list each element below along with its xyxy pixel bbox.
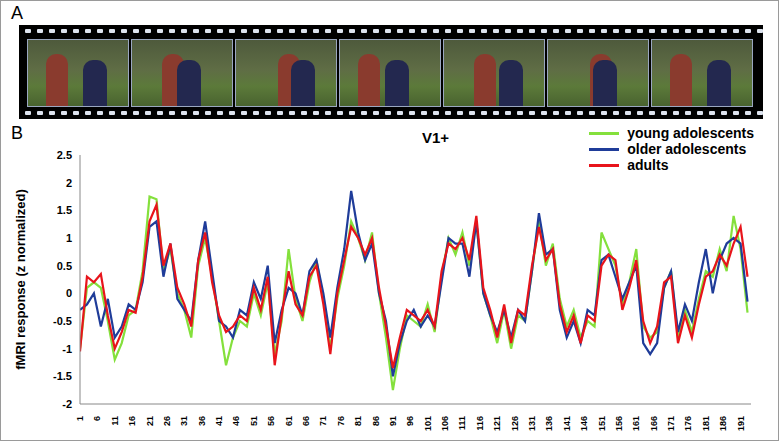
- svg-text:31: 31: [179, 416, 189, 426]
- svg-text:46: 46: [231, 416, 241, 426]
- svg-text:151: 151: [597, 416, 607, 431]
- svg-text:0.5: 0.5: [57, 260, 72, 272]
- svg-text:76: 76: [336, 416, 346, 426]
- svg-text:106: 106: [440, 416, 450, 431]
- svg-text:1.5: 1.5: [57, 204, 72, 216]
- svg-text:0: 0: [66, 287, 72, 299]
- svg-text:51: 51: [249, 416, 259, 426]
- svg-text:66: 66: [301, 416, 311, 426]
- svg-text:161: 161: [631, 416, 641, 431]
- svg-text:-1.5: -1.5: [53, 370, 72, 382]
- svg-text:91: 91: [388, 416, 398, 426]
- html-text:adults: adults: [627, 157, 669, 173]
- svg-text:36: 36: [197, 416, 207, 426]
- svg-text:2.5: 2.5: [57, 149, 72, 161]
- svg-text:111: 111: [457, 416, 467, 430]
- svg-text:16: 16: [127, 416, 137, 426]
- svg-text:141: 141: [562, 416, 572, 431]
- svg-text:-2: -2: [62, 398, 72, 410]
- html-text:young adolescents: young adolescents: [627, 125, 754, 141]
- svg-text:136: 136: [544, 416, 554, 431]
- svg-text:166: 166: [649, 416, 659, 431]
- svg-text:96: 96: [405, 416, 415, 426]
- svg-text:1: 1: [66, 232, 72, 244]
- svg-text:41: 41: [214, 416, 224, 426]
- svg-text:176: 176: [683, 416, 693, 431]
- svg-text:186: 186: [718, 416, 728, 431]
- svg-text:131: 131: [527, 416, 537, 431]
- svg-text:181: 181: [701, 416, 711, 431]
- svg-text:61: 61: [284, 416, 294, 426]
- html-text:V1+: V1+: [421, 129, 449, 146]
- svg-text:56: 56: [266, 416, 276, 426]
- svg-text:191: 191: [736, 416, 746, 431]
- html-text:older adolescents: older adolescents: [627, 141, 747, 157]
- svg-text:146: 146: [579, 416, 589, 431]
- svg-text:116: 116: [475, 416, 485, 431]
- svg-text:-1: -1: [62, 343, 72, 355]
- svg-text:-0.5: -0.5: [53, 315, 72, 327]
- svg-text:101: 101: [423, 416, 433, 431]
- svg-text:121: 121: [492, 416, 502, 431]
- svg-text:fMRI response (z normalized): fMRI response (z normalized): [13, 189, 28, 370]
- svg-text:171: 171: [666, 416, 676, 431]
- svg-text:2: 2: [66, 177, 72, 189]
- svg-text:1: 1: [75, 416, 85, 421]
- html-text:B: B: [11, 123, 23, 143]
- svg-text:26: 26: [162, 416, 172, 426]
- svg-text:11: 11: [110, 416, 120, 426]
- svg-text:71: 71: [318, 416, 328, 426]
- html-text:A: A: [11, 3, 23, 23]
- svg-text:21: 21: [145, 416, 155, 426]
- svg-text:86: 86: [371, 416, 381, 426]
- svg-text:81: 81: [353, 416, 363, 426]
- svg-text:6: 6: [92, 416, 102, 421]
- svg-text:126: 126: [510, 416, 520, 431]
- svg-text:156: 156: [614, 416, 624, 431]
